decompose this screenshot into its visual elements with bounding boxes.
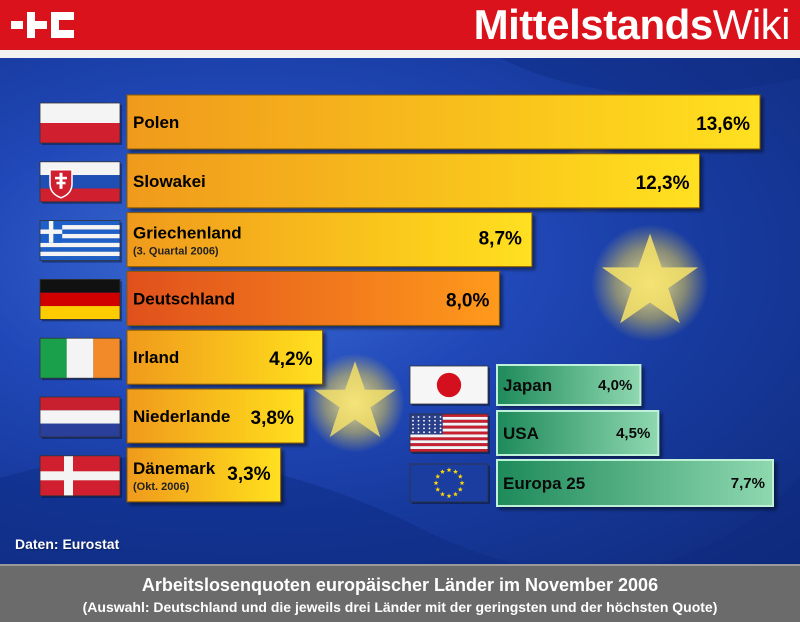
ireland-flag: [39, 337, 122, 381]
bar-griechenland: [126, 212, 533, 268]
value-label: 7,7%: [731, 475, 765, 492]
country-note: (Okt. 2006): [133, 481, 190, 493]
germany-flag: [39, 278, 122, 322]
mittelstandswiki-logo-icon: [11, 12, 74, 38]
brand-part1: Mittelstands: [473, 1, 714, 48]
country-note: (3. Quartal 2006): [133, 246, 219, 258]
country-label: Deutschland: [133, 289, 235, 308]
slovakia-flag: [39, 161, 122, 204]
bar-polen: [126, 94, 761, 150]
value-label: 4,2%: [269, 349, 312, 370]
eu-flag: [409, 463, 490, 504]
country-label: Niederlande: [133, 407, 230, 426]
value-label: 12,3%: [636, 173, 690, 194]
value-label: 8,0%: [446, 290, 489, 311]
usa-flag: [409, 413, 490, 454]
value-label: 3,3%: [227, 464, 270, 485]
country-label: Griechenland: [133, 224, 242, 243]
bar-slowakei: [126, 153, 700, 209]
country-label: Dänemark: [133, 459, 216, 478]
chart-subtitle: (Auswahl: Deutschland und die jeweils dr…: [82, 599, 718, 615]
value-label: 8,7%: [479, 229, 522, 250]
poland-flag: [39, 102, 122, 145]
chart-plot: Polen 13,6% Slowakei 12,3% Griechenland (3. Q…: [39, 94, 774, 507]
bar-usa: [496, 410, 660, 456]
denmark-flag: [39, 455, 122, 498]
value-label: 4,0%: [598, 377, 632, 394]
bar-europa-25: [496, 459, 774, 507]
country-label: Europa 25: [503, 474, 585, 493]
value-label: 3,8%: [251, 408, 294, 429]
value-label: 4,5%: [616, 425, 650, 442]
bar-niederlande: [126, 388, 305, 444]
country-label: Japan: [503, 376, 552, 395]
country-label: USA: [503, 424, 539, 443]
country-label: Slowakei: [133, 172, 206, 191]
value-label: 13,6%: [696, 114, 750, 135]
netherlands-flag: [39, 396, 122, 439]
chart-title: Arbeitslosenquoten europäischer Länder i…: [141, 575, 659, 595]
bar-deutschland: [126, 270, 500, 326]
country-label: Irland: [133, 348, 179, 367]
background-star-1: [591, 224, 709, 342]
greece-flag: [39, 220, 122, 263]
data-source: Daten: Eurostat: [15, 536, 120, 552]
country-label: Polen: [133, 113, 179, 132]
header-divider: [0, 50, 800, 58]
bar-irland: [126, 329, 323, 385]
brand-part2: Wiki: [712, 1, 791, 48]
background-star-2: [305, 353, 405, 453]
header: MittelstandsWiki: [0, 0, 800, 50]
bar-d-nemark: [126, 447, 282, 503]
brand-wordmark[interactable]: MittelstandsWiki: [473, 1, 791, 48]
caption-bar: Arbeitslosenquoten europäischer Länder i…: [0, 564, 800, 622]
japan-flag: [409, 365, 490, 406]
bar-japan: [496, 364, 642, 406]
